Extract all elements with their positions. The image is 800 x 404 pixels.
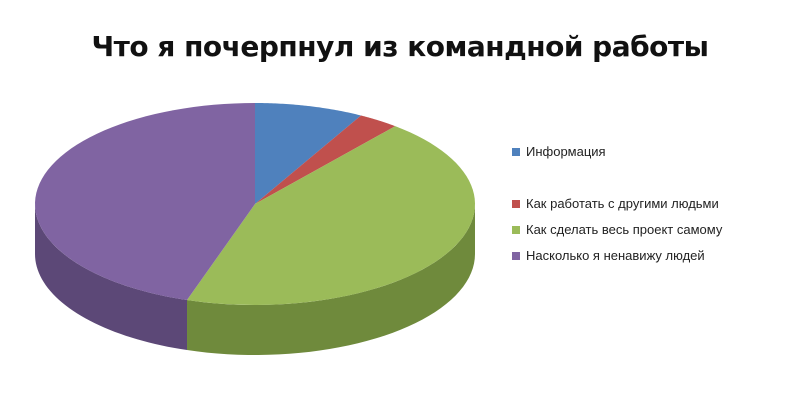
legend-label: Информация	[526, 144, 606, 159]
pie-slice-3	[35, 103, 255, 301]
chart-title: Что я почерпнул из командной работы	[91, 30, 709, 63]
pie-slice-2	[187, 126, 475, 305]
legend-swatch	[512, 226, 520, 234]
pie-slice-0	[255, 103, 361, 204]
legend-item: Информация	[512, 143, 762, 161]
pie-slice-1	[255, 115, 396, 204]
legend-label: Насколько я ненавижу людей	[526, 248, 705, 263]
legend: Информация Как работать с другими людьми К…	[512, 143, 762, 273]
legend-swatch	[512, 148, 520, 156]
legend-item: Насколько я ненавижу людей	[512, 247, 762, 265]
legend-item: Как работать с другими людьми	[512, 195, 762, 213]
legend-label: Как работать с другими людьми	[526, 196, 719, 211]
legend-swatch	[512, 252, 520, 260]
legend-label: Как сделать весь проект самому	[526, 222, 723, 237]
legend-item: Как сделать весь проект самому	[512, 221, 762, 239]
pie-side-2	[187, 204, 475, 355]
legend-swatch	[512, 200, 520, 208]
pie-side-3	[35, 204, 188, 351]
